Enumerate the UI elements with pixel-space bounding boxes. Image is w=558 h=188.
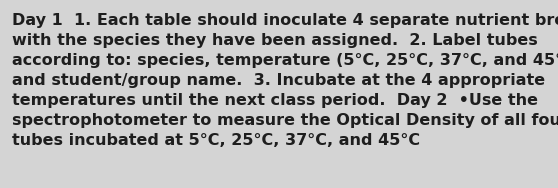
Text: Day 1  1. Each table should inoculate 4 separate nutrient broths
with the specie: Day 1 1. Each table should inoculate 4 s… xyxy=(12,13,558,148)
